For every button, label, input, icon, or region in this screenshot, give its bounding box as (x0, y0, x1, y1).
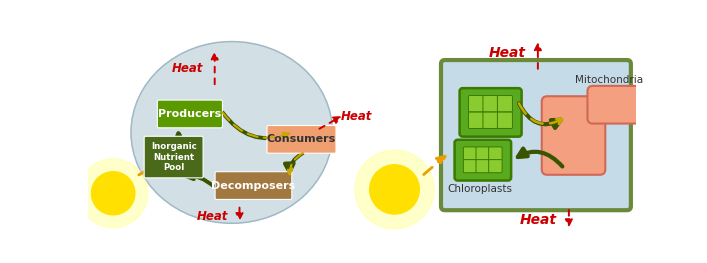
Text: Heat: Heat (520, 213, 556, 227)
FancyBboxPatch shape (476, 160, 489, 173)
Text: Heat: Heat (489, 46, 525, 60)
Circle shape (78, 159, 148, 228)
Circle shape (91, 172, 135, 215)
FancyBboxPatch shape (498, 95, 513, 112)
FancyBboxPatch shape (588, 86, 643, 124)
FancyBboxPatch shape (267, 125, 336, 153)
Ellipse shape (131, 42, 332, 223)
Circle shape (355, 150, 434, 229)
FancyBboxPatch shape (489, 147, 502, 160)
Text: Consumers: Consumers (267, 134, 336, 144)
Circle shape (370, 165, 419, 214)
FancyBboxPatch shape (469, 112, 484, 128)
FancyBboxPatch shape (498, 112, 513, 128)
FancyBboxPatch shape (483, 95, 498, 112)
FancyBboxPatch shape (455, 140, 511, 181)
FancyBboxPatch shape (476, 147, 489, 160)
Text: Heat: Heat (340, 110, 372, 123)
Text: Decomposers: Decomposers (211, 181, 296, 191)
Text: Mitochondria: Mitochondria (575, 75, 643, 85)
FancyBboxPatch shape (463, 160, 477, 173)
FancyBboxPatch shape (144, 136, 203, 178)
Text: Heat: Heat (197, 210, 228, 223)
Text: Chloroplasts: Chloroplasts (448, 184, 513, 194)
Text: Inorganic
Nutrient
Pool: Inorganic Nutrient Pool (151, 142, 197, 172)
Text: Heat: Heat (172, 62, 203, 75)
Text: Producers: Producers (158, 109, 221, 119)
FancyBboxPatch shape (489, 160, 502, 173)
FancyBboxPatch shape (463, 147, 477, 160)
FancyBboxPatch shape (483, 112, 498, 128)
FancyBboxPatch shape (441, 60, 631, 210)
FancyBboxPatch shape (469, 95, 484, 112)
FancyBboxPatch shape (158, 100, 223, 128)
FancyBboxPatch shape (460, 88, 522, 137)
FancyBboxPatch shape (215, 172, 292, 199)
FancyBboxPatch shape (542, 96, 605, 175)
